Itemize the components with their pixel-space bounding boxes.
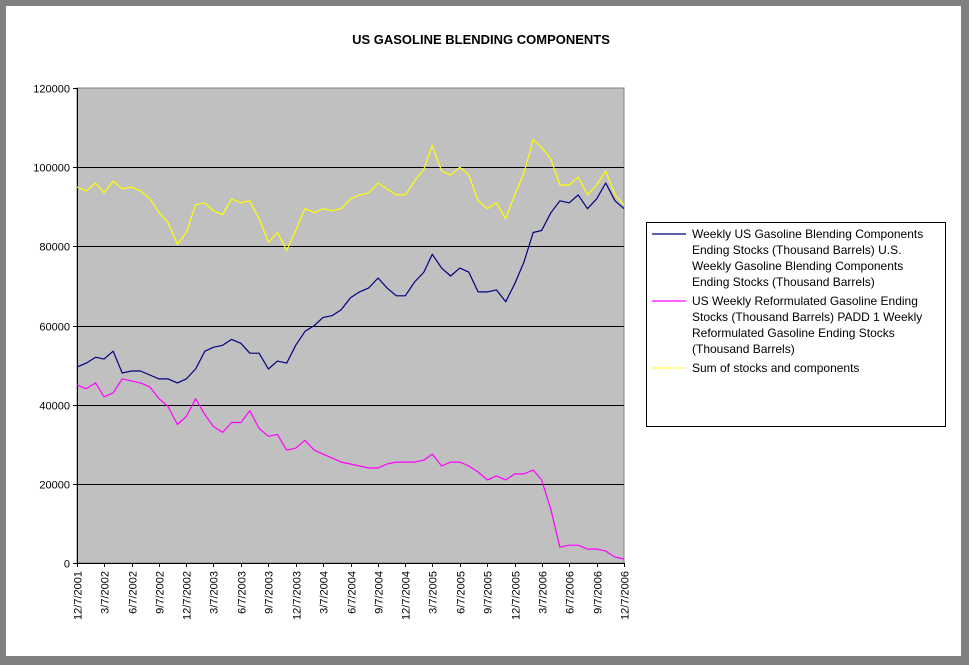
y-tick-label-5: 100000 xyxy=(33,163,70,175)
x-tick-label-12: 12/7/2004 xyxy=(401,571,413,620)
x-tick-label-16: 12/7/2005 xyxy=(511,571,523,620)
y-tick-label-2: 40000 xyxy=(39,401,70,413)
legend-label-0-1: Ending Stocks (Thousand Barrels) U.S. xyxy=(692,243,901,257)
x-tick-label-15: 9/7/2005 xyxy=(483,571,495,614)
series-line-1 xyxy=(76,378,625,560)
series-line-0 xyxy=(76,182,625,384)
x-tick-label-0: 12/7/2001 xyxy=(73,571,85,620)
x-tick-label-6: 6/7/2003 xyxy=(237,571,249,614)
legend-label-0-2: Weekly Gasoline Blending Components xyxy=(692,259,903,273)
x-tick-label-4: 12/7/2002 xyxy=(182,571,194,620)
legend-label-1-1: Stocks (Thousand Barrels) PADD 1 Weekly xyxy=(692,310,922,324)
y-tick-label-3: 60000 xyxy=(39,322,70,334)
x-tick-label-20: 12/7/2006 xyxy=(620,571,632,620)
x-tick-label-13: 3/7/2005 xyxy=(428,571,440,614)
plot-background xyxy=(76,87,625,564)
x-tick-label-11: 9/7/2004 xyxy=(374,571,386,614)
y-tick-label-0: 0 xyxy=(64,559,70,571)
legend-label-0-0: Weekly US Gasoline Blending Components xyxy=(692,227,923,241)
series-line-2 xyxy=(76,138,625,251)
x-tick-label-8: 12/7/2003 xyxy=(292,571,304,620)
x-tick-label-19: 9/7/2006 xyxy=(593,571,605,614)
x-tick-label-9: 3/7/2004 xyxy=(319,571,331,614)
legend-label-2-0: Sum of stocks and components xyxy=(692,361,859,375)
x-tick-label-5: 3/7/2003 xyxy=(209,571,221,614)
legend-box xyxy=(646,222,946,427)
x-tick-label-10: 6/7/2004 xyxy=(347,571,359,614)
legend-label-1-2: Reformulated Gasoline Ending Stocks xyxy=(692,326,895,340)
y-tick-label-6: 120000 xyxy=(33,84,70,96)
chart-frame: US GASOLINE BLENDING COMPONENTS 0 20000 40… xyxy=(6,6,961,656)
line-chart: US GASOLINE BLENDING COMPONENTS 0 20000 40… xyxy=(33,32,946,620)
chart-title: US GASOLINE BLENDING COMPONENTS xyxy=(352,32,610,47)
x-tick-label-1: 3/7/2002 xyxy=(100,571,112,614)
legend-label-0-3: Ending Stocks (Thousand Barrels) xyxy=(692,275,875,289)
x-tick-label-7: 9/7/2003 xyxy=(264,571,276,614)
legend: Weekly US Gasoline Blending Components En… xyxy=(646,222,946,427)
legend-label-1-0: US Weekly Reformulated Gasoline Ending xyxy=(692,294,918,308)
x-tick-label-18: 6/7/2006 xyxy=(565,571,577,614)
x-tick-label-3: 9/7/2002 xyxy=(155,571,167,614)
y-tick-label-4: 80000 xyxy=(39,242,70,254)
x-tick-label-17: 3/7/2006 xyxy=(538,571,550,614)
plot-area: 0 20000 40000 60000 80000 100000 120000 12/7/20… xyxy=(33,84,631,620)
legend-label-1-3: (Thousand Barrels) xyxy=(692,342,795,356)
x-tick-label-14: 6/7/2005 xyxy=(456,571,468,614)
x-tick-label-2: 6/7/2002 xyxy=(128,571,140,614)
y-tick-label-1: 20000 xyxy=(39,480,70,492)
